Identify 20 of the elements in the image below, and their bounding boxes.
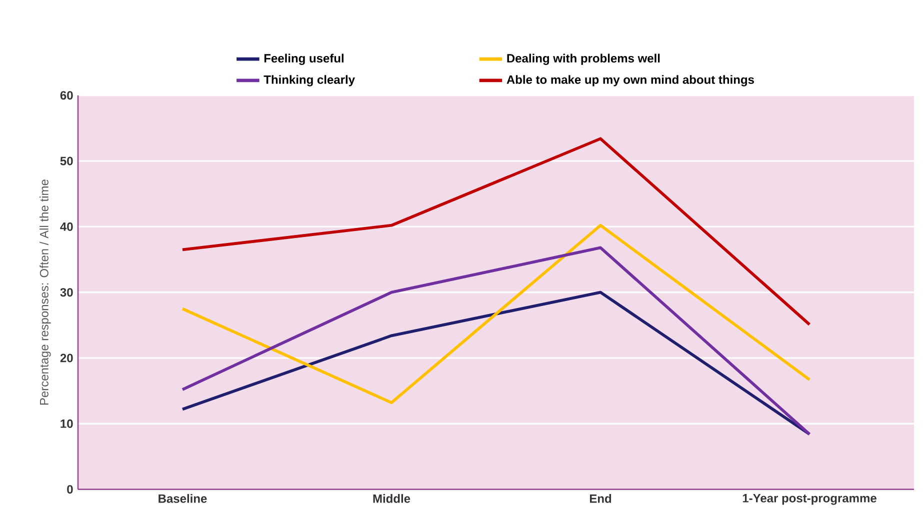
y-tick-label: 40: [60, 222, 73, 231]
y-tick-label: 30: [60, 288, 73, 297]
legend-label: Able to make up my own mind about things: [506, 75, 754, 86]
line-series: [181, 224, 811, 404]
line-series: [181, 246, 811, 436]
x-tick-label: Baseline: [158, 494, 207, 503]
y-axis-title: Percentage responses: Often / All the time: [40, 180, 51, 405]
x-tick-label: End: [590, 494, 612, 503]
y-tick-label: 10: [60, 419, 73, 428]
legend-label: Thinking clearly: [264, 75, 355, 86]
legend-label: Dealing with problems well: [507, 54, 660, 65]
line-series: [181, 137, 811, 326]
y-tick-label: 20: [60, 354, 73, 362]
y-tick-label: 0: [67, 485, 73, 494]
y-tick-label: 60: [60, 91, 73, 100]
y-tick-label: 50: [60, 156, 73, 166]
x-tick-label: 1-Year post-programme: [742, 494, 876, 505]
x-tick-label: Middle: [373, 494, 410, 503]
line-series: [181, 290, 811, 436]
legend-label: Feeling useful: [264, 54, 344, 65]
